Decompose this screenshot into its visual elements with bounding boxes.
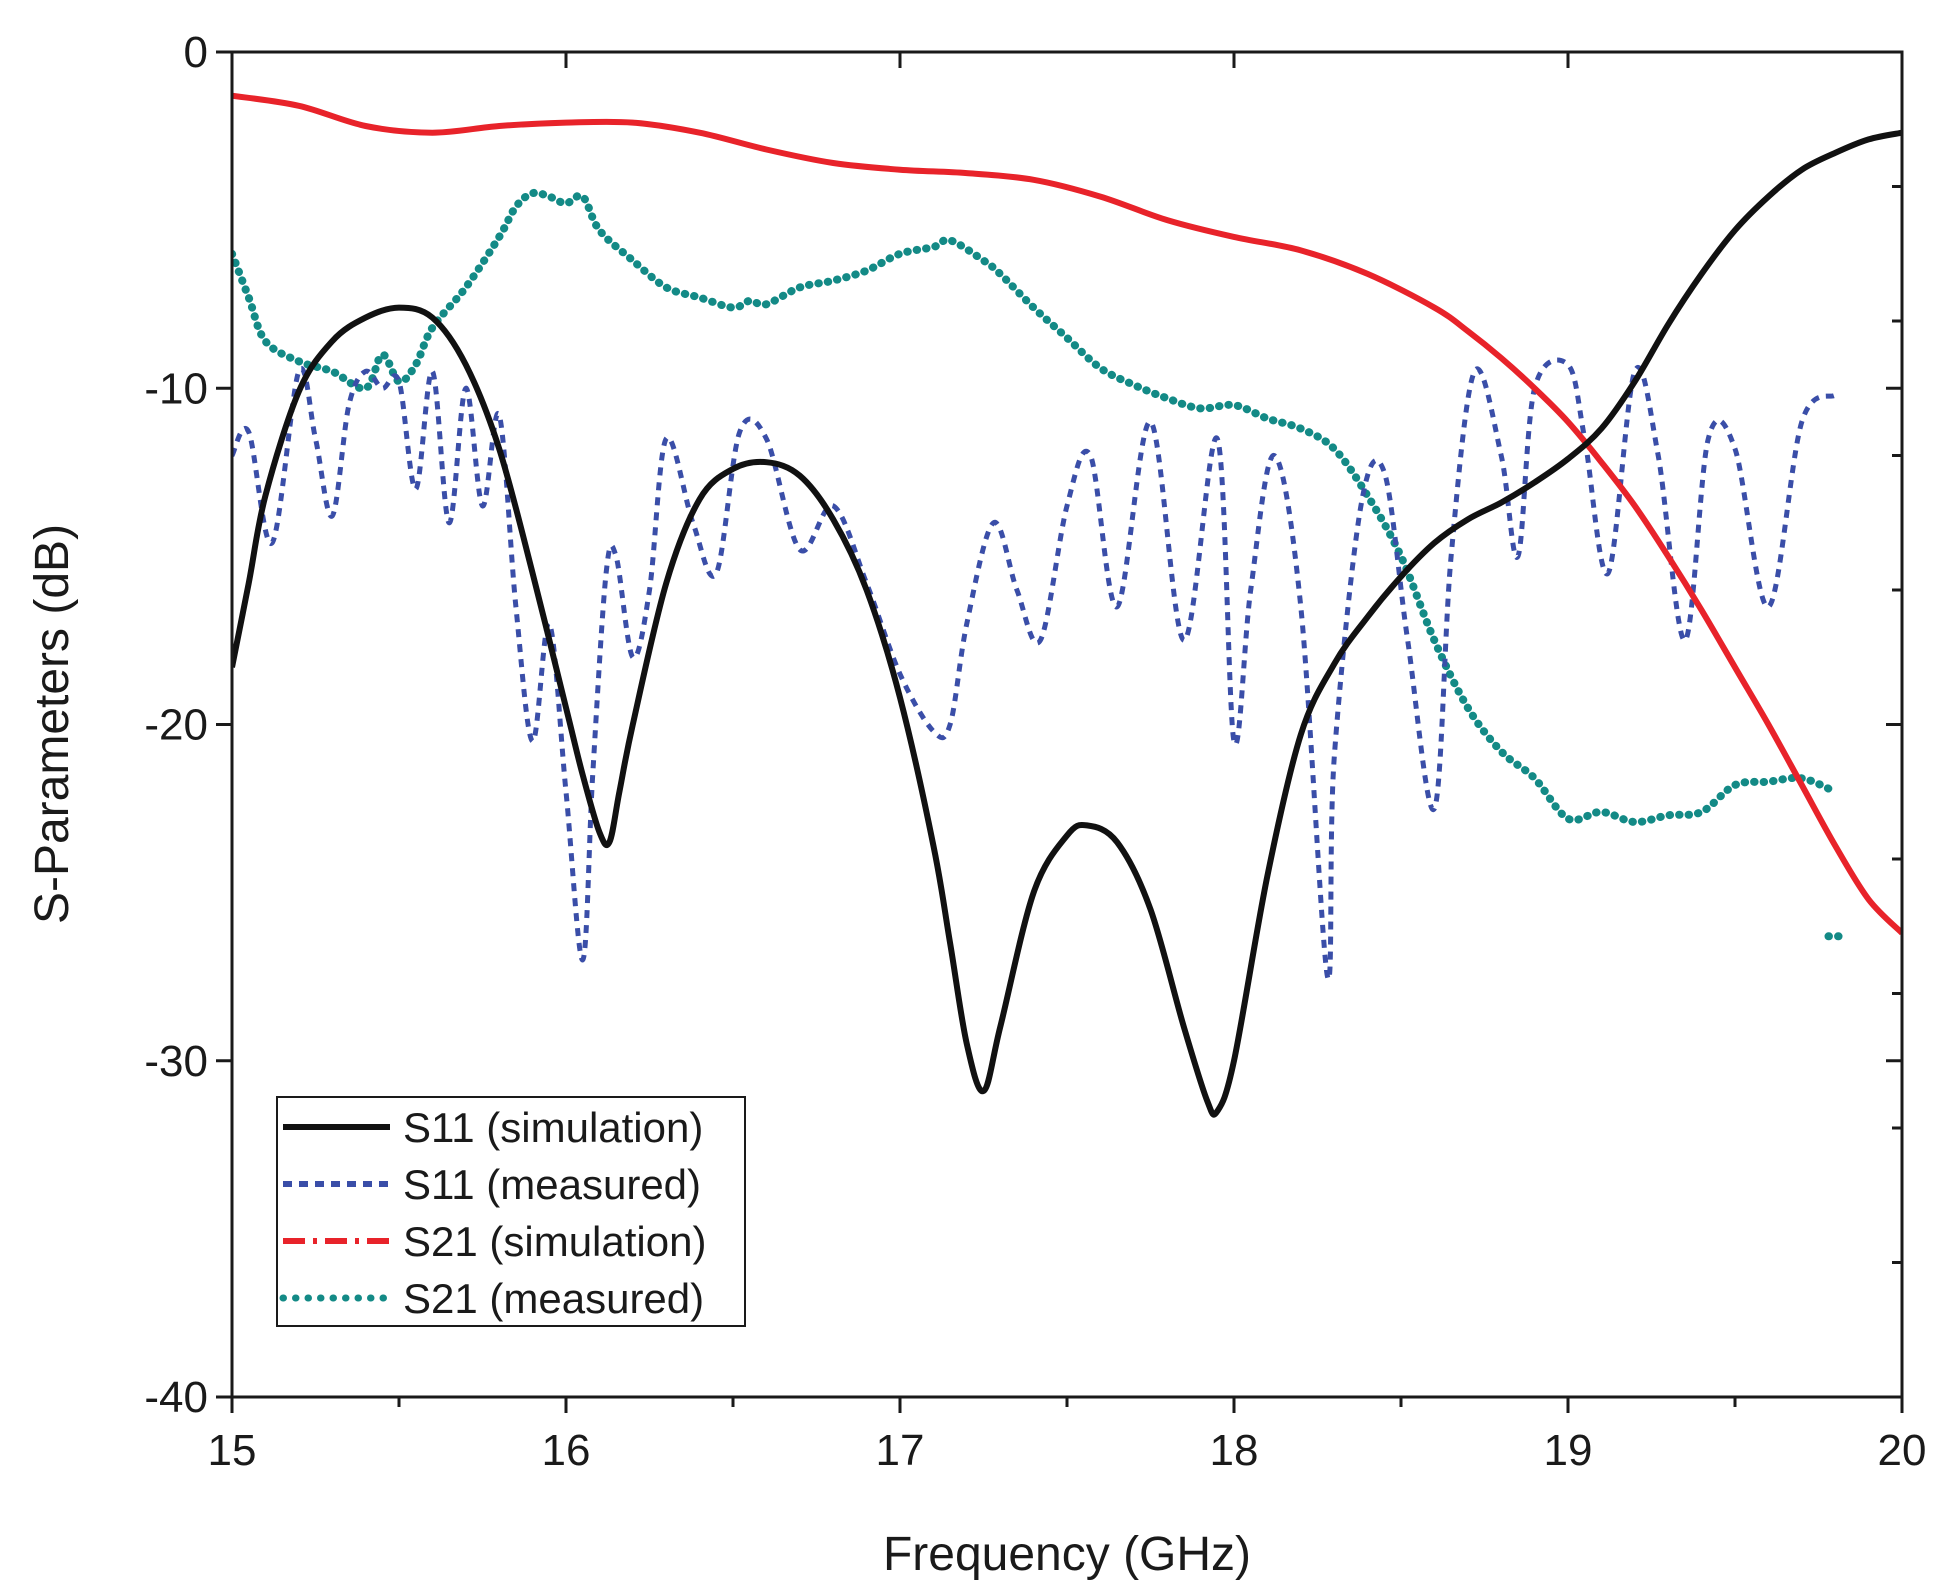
legend-item-s21-simulation: S21 (simulation) [283,1218,706,1265]
legend-label-s11-measured: S11 (measured) [403,1161,701,1208]
x-tick-label: 20 [1878,1426,1927,1475]
legend-item-s11-measured: S11 (measured) [283,1161,701,1208]
series-s21-measured [232,188,1840,827]
tick-layer: 15 16 17 18 19 20 0 -10 -20 -30 -40 [144,28,1926,1475]
x-tick-label: 16 [542,1426,591,1475]
series-s11-simulation [232,129,1902,1118]
x-tick-label: 18 [1210,1426,1259,1475]
x-tick-label: 19 [1544,1426,1593,1475]
legend-label-s21-simulation: S21 (simulation) [403,1218,706,1265]
series-s21-simulation [232,92,1902,936]
y-tick-label: -10 [144,364,208,413]
legend: S11 (simulation) S11 (measured) S21 (sim… [276,1096,746,1327]
legend-item-s21-measured: S21 (measured) [279,1275,704,1322]
y-tick-label: -40 [144,1373,208,1422]
series-s11-measured [232,357,1837,982]
x-tick-label: 15 [208,1426,257,1475]
legend-label-s11-simulation: S11 (simulation) [403,1104,703,1151]
series-layer [232,92,1902,1118]
y-axis-title: S-Parameters (dB) [26,524,79,924]
legend-item-s11-simulation: S11 (simulation) [283,1104,703,1151]
x-tick-label: 17 [876,1426,925,1475]
y-tick-label: -30 [144,1037,208,1086]
y-tick-label: -20 [144,701,208,750]
y-tick-label: 0 [184,28,208,77]
legend-label-s21-measured: S21 (measured) [403,1275,704,1322]
x-axis-title: Frequency (GHz) [883,1528,1251,1581]
legend-box [276,1096,746,1327]
